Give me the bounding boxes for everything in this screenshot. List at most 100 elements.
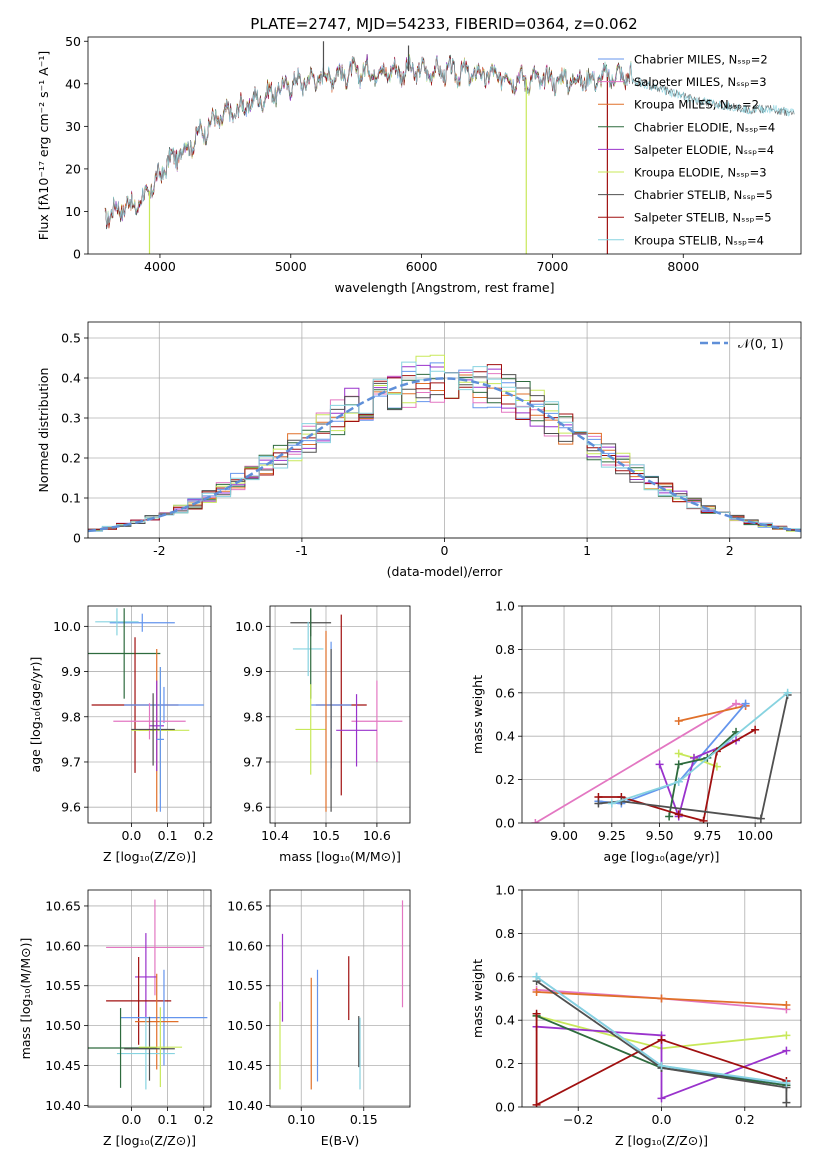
y-axis-label: mass weight [470, 959, 485, 1038]
x-axis-label: Z [log₁₀(Z/Z⊙)] [615, 1133, 708, 1148]
x-axis-label: mass [log₁₀(M/M⊙)] [279, 849, 401, 864]
y-axis-label: mass [log₁₀(M/M⊙)] [18, 938, 33, 1060]
y-tick-label: 0.2 [61, 451, 81, 466]
y-tick-label: 10 [65, 204, 81, 219]
mass-weight-marker-chabrier_stelib [594, 799, 603, 808]
mass-weight-marker-kroupa_miles [782, 1001, 791, 1010]
mass-weight-marker-salpeter_elodie [782, 1046, 791, 1055]
x-axis-label: Z [log₁₀(Z/Z⊙)] [103, 1133, 196, 1148]
y-tick-label: 30 [65, 119, 81, 134]
panel-massweight_vs_age: 9.00 9.25 9.50 9.75 10.00 0.0 0.2 0.4 0.6 0.8 1.0 a… [470, 599, 802, 864]
plot-area [290, 608, 403, 812]
y-tick-label: 0.4 [495, 729, 515, 744]
mass-weight-line-chabrier_stelib [598, 694, 789, 820]
y-tick-label: 10.60 [227, 938, 263, 953]
y-tick-label: 0.6 [495, 685, 515, 700]
y-tick-label: 0.2 [495, 772, 515, 787]
x-tick-label: -2 [153, 543, 165, 558]
mass-weight-line-chabrier_elodie [668, 731, 737, 817]
plot-area [88, 608, 204, 812]
y-tick-label: 1.0 [495, 599, 515, 614]
x-tick-label: 7000 [537, 259, 569, 274]
legend-label: Salpeter MILES, Nₛₛₚ=3 [634, 75, 767, 89]
axes-frame [521, 889, 802, 1108]
plot-area [88, 354, 801, 533]
plot-area [104, 41, 795, 254]
legend-label: Kroupa ELODIE, Nₛₛₚ=3 [634, 166, 767, 180]
x-tick-label: 2 [726, 543, 734, 558]
mass-weight-marker-kroupa_stelib [532, 972, 541, 981]
y-tick-label: 20 [65, 161, 81, 176]
mass-weight-marker-kroupa_elodie [674, 749, 683, 758]
mass-weight-line-chabrier_miles [598, 703, 747, 805]
histogram-kroupa_stelib [88, 361, 801, 532]
mass-weight-marker-kroupa_stelib [783, 688, 792, 697]
mass-weight-marker-salpeter_stelib [751, 725, 760, 734]
x-tick-label: −0.2 [563, 1112, 593, 1127]
y-tick-label: 9.7 [243, 754, 263, 769]
x-tick-label: 9.25 [598, 828, 626, 843]
y-tick-label: 0 [73, 531, 81, 546]
y-tick-label: 10.40 [45, 1098, 81, 1113]
y-tick-label: 9.8 [61, 709, 81, 724]
plot-area [531, 688, 792, 823]
axes-frame [521, 605, 802, 824]
x-tick-label: 5000 [275, 259, 307, 274]
y-tick-label: 0.5 [61, 331, 81, 346]
x-tick-label: 0.2 [194, 1112, 214, 1127]
legend-label: 𝒩(0, 1) [738, 336, 784, 351]
mass-weight-marker-salpeter_stelib [532, 1100, 541, 1107]
y-axis-label: Normed distribution [36, 368, 51, 493]
legend-label: Chabrier ELODIE, Nₛₛₚ=4 [634, 120, 775, 134]
mass-weight-marker-chabrier_stelib [756, 814, 765, 823]
y-tick-label: 0.4 [61, 371, 81, 386]
plot-area [532, 972, 791, 1107]
x-axis-label: age [log₁₀(age/yr)] [604, 849, 720, 864]
y-tick-label: 0.2 [495, 1056, 515, 1071]
y-tick-label: 10.60 [45, 938, 81, 953]
mass-weight-line-salpeter_elodie [658, 739, 737, 820]
y-tick-label: 9.9 [243, 664, 263, 679]
mass-weight-marker-kroupa_stelib [674, 777, 683, 786]
y-tick-label: 0.3 [61, 411, 81, 426]
y-tick-label: 10.65 [227, 898, 263, 913]
y-tick-label: 0.4 [495, 1013, 515, 1028]
axes-frame [269, 889, 411, 1108]
x-tick-label: 0.0 [121, 1112, 141, 1127]
mass-weight-marker-kroupa_miles [674, 717, 683, 726]
y-tick-label: 10.55 [227, 978, 263, 993]
legend-label: Chabrier MILES, Nₛₛₚ=2 [634, 53, 768, 67]
mass-weight-marker-chabrier_miles [741, 699, 750, 708]
y-tick-label: 10.50 [45, 1018, 81, 1033]
mass-weight-marker-salpeter_elodie [657, 1094, 666, 1103]
x-tick-label: 10.6 [363, 828, 391, 843]
x-tick-label: 0.0 [652, 1112, 672, 1127]
mass-weight-marker-chabrier_stelib [782, 1098, 791, 1107]
x-axis-label: (data-model)/error [387, 564, 504, 579]
mass-weight-marker-chabrier_elodie [665, 812, 674, 821]
y-tick-label: 10.45 [227, 1058, 263, 1073]
x-tick-label: 10.00 [737, 828, 773, 843]
histogram-salpeter_stelib [88, 364, 801, 531]
mass-weight-line-salpeter_stelib [535, 1013, 787, 1107]
gaussian-curve [88, 377, 801, 533]
y-tick-label: 0.8 [495, 926, 515, 941]
y-tick-label: 0.0 [495, 1100, 515, 1115]
x-tick-label: 0.1 [158, 828, 178, 843]
mass-weight-marker-salpeter_elodie [655, 760, 664, 769]
spectrum-line-salpeter_stelib [104, 56, 632, 228]
y-tick-label: 9.9 [61, 664, 81, 679]
x-tick-label: 0.0 [121, 828, 141, 843]
y-axis-label: Flux [fλ10⁻¹⁷ erg cm⁻² s⁻¹ A⁻¹] [36, 51, 51, 240]
y-axis-label: age [log₁₀(age/yr)] [28, 657, 43, 773]
mass-weight-marker-kroupa_miles [657, 994, 666, 1003]
mass-weight-marker-kroupa_miles [532, 987, 541, 996]
x-tick-label: 10.5 [312, 828, 340, 843]
x-tick-label: 6000 [406, 259, 438, 274]
y-tick-label: 9.6 [61, 800, 81, 815]
x-tick-label: -1 [296, 543, 308, 558]
mass-weight-marker-kroupa_stelib [657, 1061, 666, 1070]
panel-age_vs_z: 0.0 0.1 0.2 9.6 9.7 9.8 9.9 10.0 Z [log₁₀(Z/Z⊙)]… [28, 605, 214, 864]
panel-mass_vs_z: 0.0 0.1 0.2 10.40 10.45 10.50 10.55 10.60 10.65 Z… [18, 889, 214, 1148]
